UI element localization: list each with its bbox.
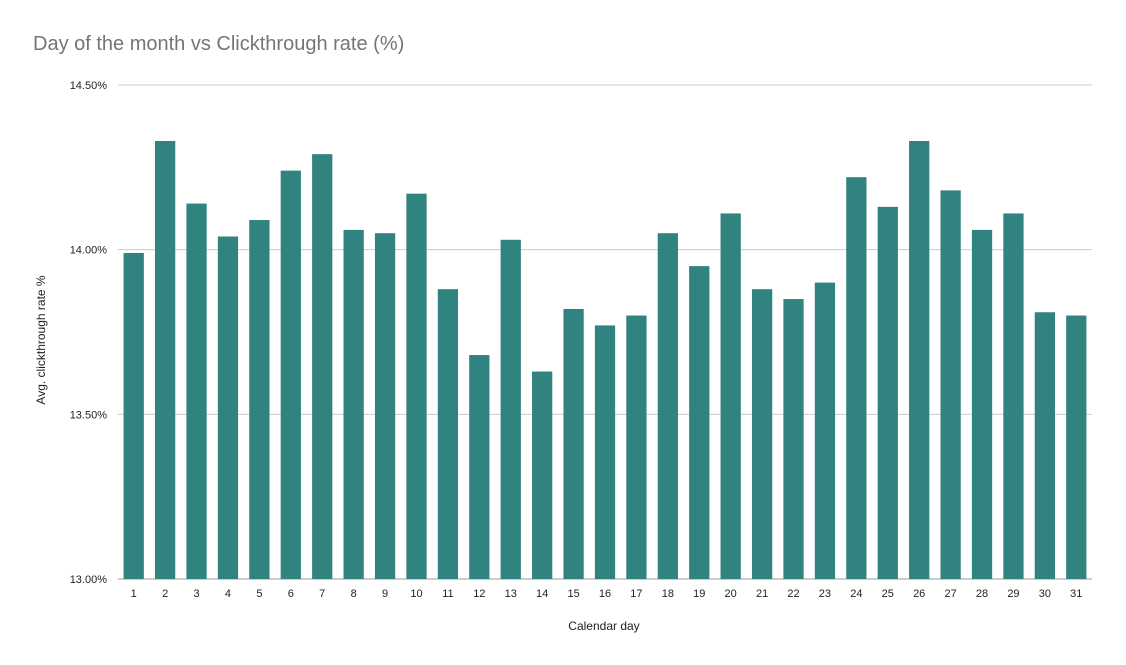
bar-day-13: [500, 239, 521, 579]
x-tick-label: 21: [756, 588, 768, 600]
x-tick-label: 17: [630, 588, 642, 600]
x-tick-label: 9: [382, 588, 388, 600]
x-axis-ticks: 1 2 3 4 5 6 7 8 9 10 11 12 13 14 15 16 17 18 19 20 21 22 23 24 2…: [131, 588, 1083, 600]
x-tick-label: 29: [1007, 588, 1019, 600]
bar-day-7: [312, 154, 333, 579]
bar-day-27: [940, 190, 961, 580]
x-tick-label: 2: [162, 588, 168, 600]
x-tick-label: 30: [1039, 588, 1051, 600]
bar-day-31: [1066, 315, 1087, 579]
bar-day-30: [1034, 312, 1056, 579]
bar-day-10: [406, 193, 427, 579]
x-tick-label: 18: [662, 588, 674, 600]
bar-day-18: [657, 233, 678, 579]
x-tick-label: 23: [819, 588, 831, 600]
x-axis-title: Calendar day: [568, 619, 639, 633]
bar-day-1: [123, 252, 144, 579]
x-tick-label: 3: [193, 588, 199, 600]
x-tick-label: 4: [225, 588, 231, 600]
bar-day-22: [783, 299, 804, 579]
bar-day-28: [971, 229, 993, 579]
x-tick-label: 24: [850, 588, 862, 600]
bar-day-19: [689, 266, 710, 579]
x-tick-label: 11: [442, 588, 453, 600]
bar-day-14: [532, 371, 553, 579]
x-tick-label: 20: [725, 588, 737, 600]
y-tick-label: 13.00%: [70, 574, 108, 586]
bar-day-8: [343, 229, 364, 579]
bar-day-20: [720, 213, 741, 579]
bar-day-24: [846, 177, 867, 580]
bar-day-25: [877, 206, 898, 579]
bar-day-4: [217, 236, 239, 579]
bar-day-21: [751, 289, 773, 579]
bar-day-2: [154, 140, 176, 579]
x-tick-label: 31: [1070, 588, 1082, 600]
x-tick-label: 1: [131, 588, 137, 600]
bar-day-3: [186, 203, 207, 579]
bar-day-16: [594, 325, 616, 579]
x-tick-label: 7: [319, 588, 325, 600]
y-tick-label: 14.50%: [70, 80, 108, 92]
bar-day-29: [1003, 213, 1024, 579]
x-tick-label: 8: [351, 588, 357, 600]
x-tick-label: 25: [882, 588, 894, 600]
y-tick-label: 14.00%: [70, 245, 108, 257]
bars: [123, 140, 1087, 580]
x-tick-label: 14: [536, 588, 548, 600]
bar-day-12: [469, 355, 490, 579]
x-tick-label: 6: [288, 588, 294, 600]
bar-day-6: [280, 170, 301, 580]
x-tick-label: 28: [976, 588, 988, 600]
x-tick-label: 13: [505, 588, 517, 600]
bar-day-23: [814, 282, 836, 579]
x-tick-label: 22: [787, 588, 799, 600]
x-tick-label: 19: [693, 588, 705, 600]
bar-day-15: [563, 308, 584, 579]
x-tick-label: 15: [567, 588, 579, 600]
bar-day-17: [626, 315, 647, 579]
chart-title: Day of the month vs Clickthrough rate (%…: [33, 33, 405, 55]
bar-day-5: [249, 220, 270, 579]
bar-day-9: [374, 233, 396, 579]
bar-day-26: [909, 140, 930, 579]
x-tick-label: 10: [410, 588, 422, 600]
x-tick-label: 26: [913, 588, 925, 600]
x-tick-label: 5: [256, 588, 262, 600]
y-tick-label: 13.50%: [70, 409, 108, 421]
y-axis-title: Avg. clickthrough rate %: [34, 275, 48, 405]
y-axis-ticks: 13.00% 13.50% 14.00% 14.50%: [70, 80, 108, 586]
x-tick-label: 16: [599, 588, 611, 600]
x-tick-label: 12: [473, 588, 485, 600]
bar-day-11: [437, 289, 459, 579]
x-tick-label: 27: [944, 588, 956, 600]
